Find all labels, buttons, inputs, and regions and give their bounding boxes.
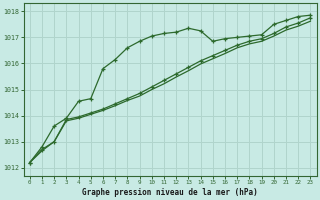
X-axis label: Graphe pression niveau de la mer (hPa): Graphe pression niveau de la mer (hPa) xyxy=(82,188,258,197)
